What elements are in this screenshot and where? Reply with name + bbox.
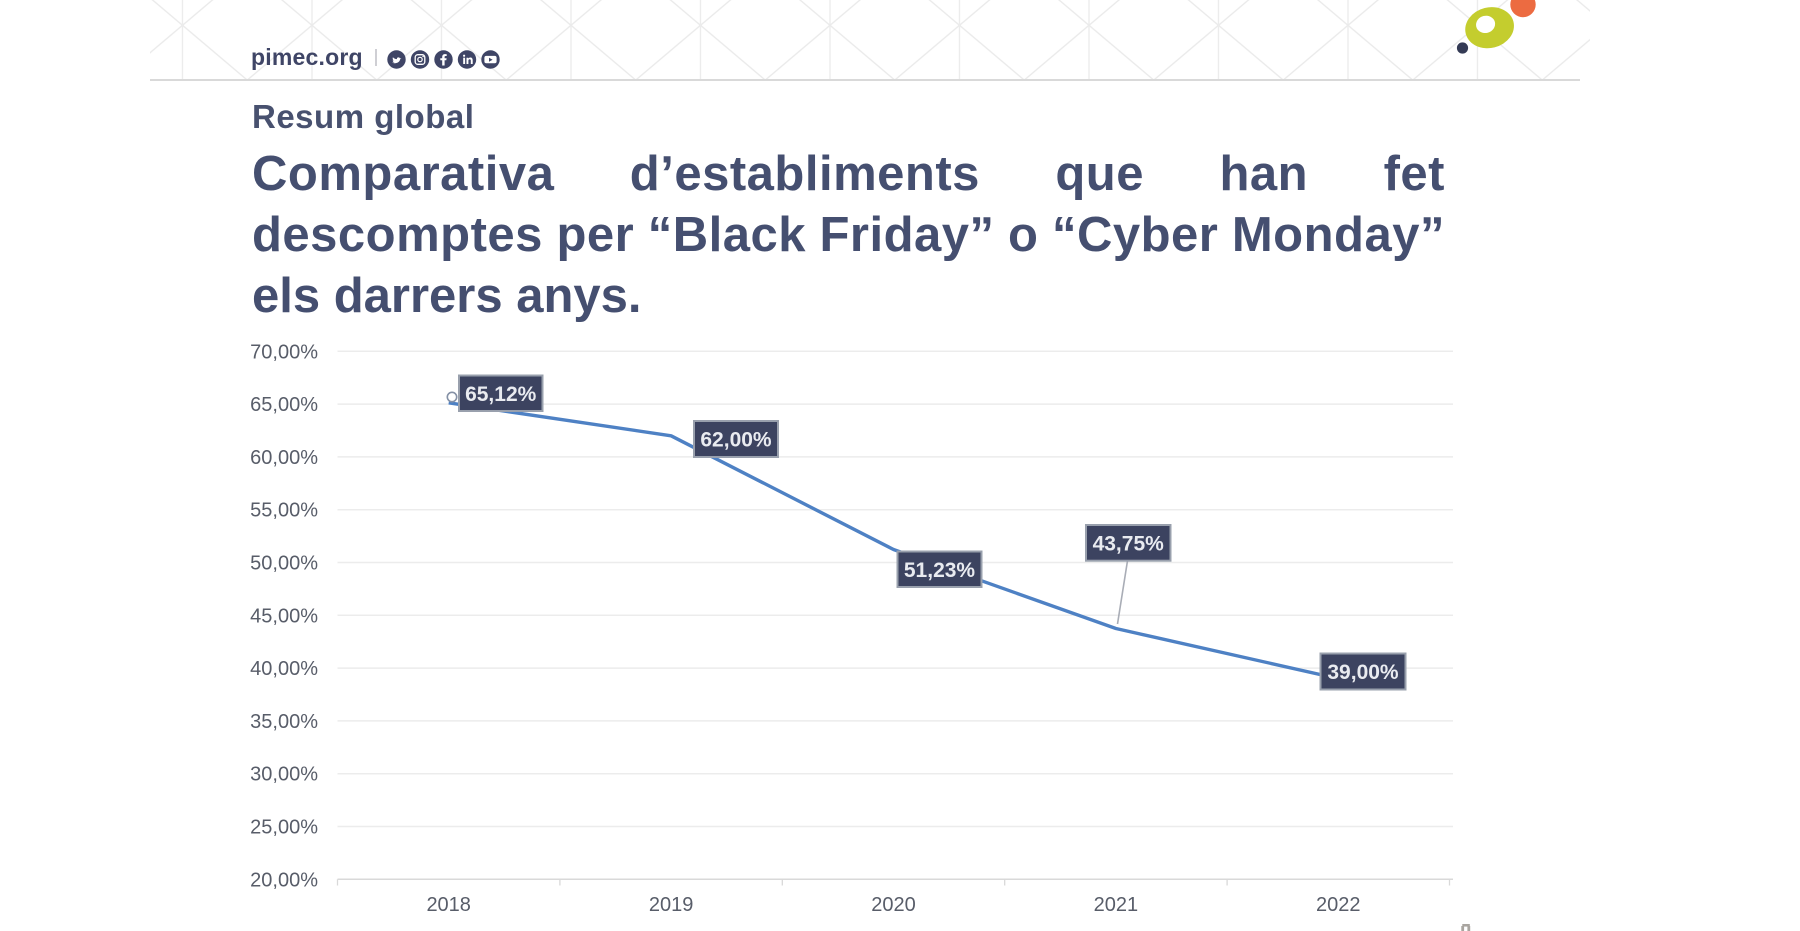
svg-text:40,00%: 40,00% bbox=[250, 658, 318, 680]
svg-text:55,00%: 55,00% bbox=[250, 500, 318, 522]
svg-text:2020: 2020 bbox=[871, 894, 916, 916]
svg-text:2021: 2021 bbox=[1094, 894, 1139, 916]
svg-text:51,23%: 51,23% bbox=[904, 559, 976, 582]
svg-text:65,00%: 65,00% bbox=[250, 394, 318, 416]
svg-text:62,00%: 62,00% bbox=[700, 429, 772, 452]
svg-text:2022: 2022 bbox=[1316, 894, 1361, 916]
svg-text:35,00%: 35,00% bbox=[250, 711, 318, 733]
svg-text:60,00%: 60,00% bbox=[250, 447, 318, 469]
svg-text:30,00%: 30,00% bbox=[250, 764, 318, 786]
svg-text:50,00%: 50,00% bbox=[250, 553, 318, 575]
svg-text:20,00%: 20,00% bbox=[250, 869, 318, 891]
svg-text:25,00%: 25,00% bbox=[250, 817, 318, 839]
svg-text:39,00%: 39,00% bbox=[1327, 661, 1399, 684]
svg-text:70,00%: 70,00% bbox=[250, 341, 318, 363]
svg-text:45,00%: 45,00% bbox=[250, 605, 318, 627]
svg-text:2018: 2018 bbox=[426, 894, 471, 916]
svg-text:43,75%: 43,75% bbox=[1093, 532, 1165, 555]
svg-text:2019: 2019 bbox=[649, 894, 694, 916]
svg-text:65,12%: 65,12% bbox=[465, 383, 537, 406]
